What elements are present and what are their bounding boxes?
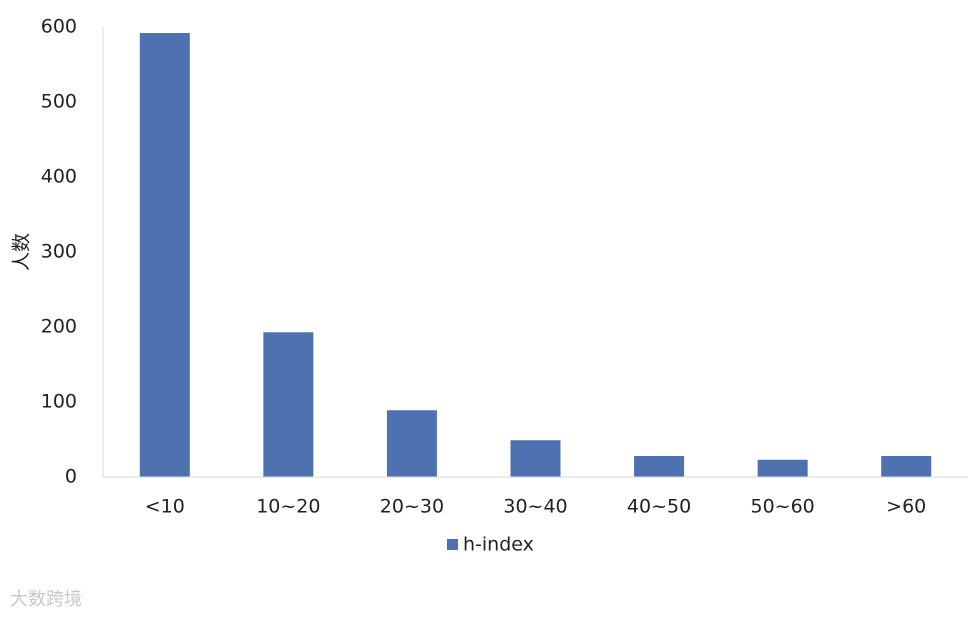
y-tick-label: 300 [41, 241, 77, 263]
watermark: 大数跨境 [10, 589, 82, 610]
legend-label: h-index [463, 534, 534, 556]
y-tick-label: 100 [41, 391, 77, 413]
y-axis-label: 人数 [11, 233, 33, 271]
x-tick-label: >60 [886, 496, 926, 518]
y-tick-label: 0 [65, 466, 77, 488]
legend-swatch [447, 539, 458, 550]
y-tick-label: 200 [41, 316, 77, 338]
bar [881, 456, 932, 477]
bar [139, 33, 190, 477]
x-tick-label: 10~20 [256, 496, 320, 518]
x-tick-label: 50~60 [751, 496, 815, 518]
x-tick-label: <10 [145, 496, 185, 518]
x-tick-label: 30~40 [503, 496, 567, 518]
bar [386, 410, 437, 477]
x-tick-label: 40~50 [627, 496, 691, 518]
y-tick-label: 500 [41, 91, 77, 113]
y-tick-label: 400 [41, 166, 77, 188]
x-tick-label: 20~30 [380, 496, 444, 518]
bar [634, 456, 685, 477]
y-tick-label: 600 [41, 16, 77, 38]
bar [510, 440, 561, 477]
bar [757, 459, 808, 477]
bar [263, 332, 314, 477]
